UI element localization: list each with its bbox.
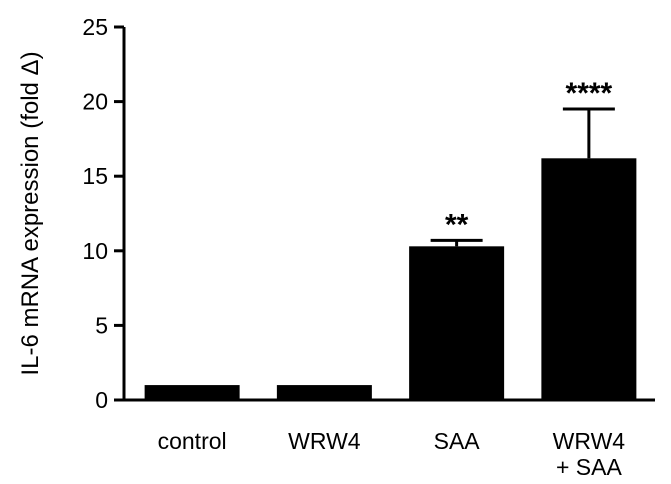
y-axis: 0 5 10 15 20 25: [82, 14, 126, 413]
bar: [144, 385, 240, 400]
y-tick-label: 10: [82, 238, 108, 264]
bar: [409, 246, 505, 400]
bars: ******: [144, 77, 637, 400]
x-tick-label: control: [158, 428, 227, 454]
significance-marker: **: [445, 208, 469, 241]
y-tick-label: 25: [82, 14, 108, 40]
x-axis: control WRW4 SAA WRW4+ SAA: [122, 398, 655, 480]
y-tick-label: 5: [95, 312, 108, 338]
y-tick-label: 20: [82, 89, 108, 115]
x-tick-label: WRW4: [553, 428, 626, 454]
significance-marker: ****: [566, 77, 613, 110]
x-tick-label: + SAA: [556, 454, 623, 480]
bar: [276, 385, 372, 400]
y-tick-label: 15: [82, 163, 108, 189]
bar: [541, 158, 637, 400]
x-tick-label: WRW4: [288, 428, 361, 454]
x-tick-label: SAA: [434, 428, 481, 454]
y-axis-label: IL-6 mRNA expression (fold Δ): [17, 51, 44, 375]
y-tick-label: 0: [95, 387, 108, 413]
